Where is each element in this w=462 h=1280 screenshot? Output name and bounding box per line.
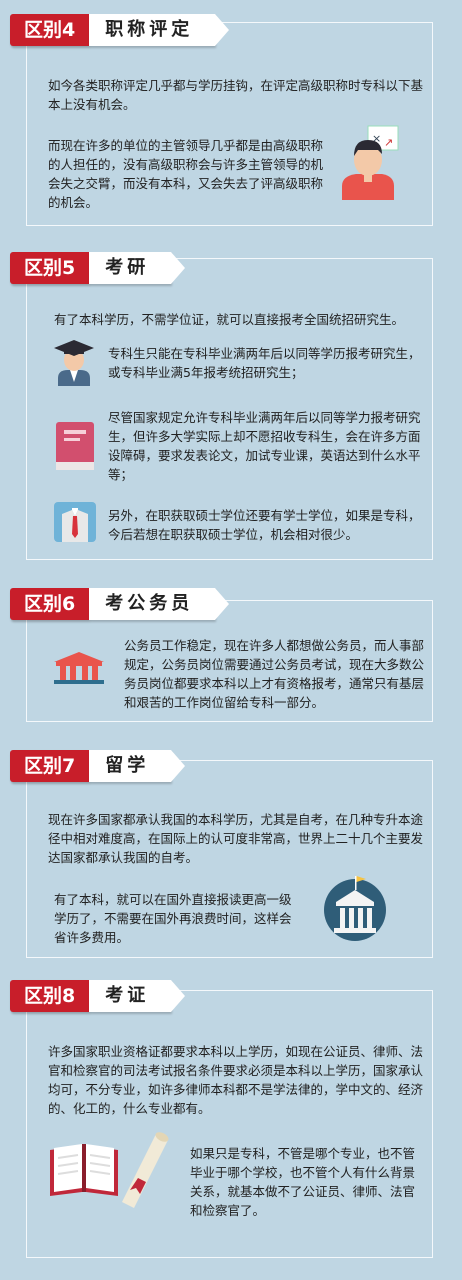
section-tag: 区别6 bbox=[10, 588, 90, 620]
section-card-4 bbox=[26, 22, 433, 226]
section-header-5: 区别5 考研 bbox=[10, 250, 186, 286]
section-5-paragraph-3: 另外，在职获取硕士学位还要有学士学位，如果是专科，今后若想在职获取硕士学位，机会… bbox=[108, 508, 421, 542]
section-card-8 bbox=[26, 990, 433, 1258]
svg-text:↗: ↗ bbox=[384, 136, 393, 149]
section-title: 考公务员 bbox=[89, 588, 230, 620]
section-8-paragraph-2: 如果只是专科，不管是哪个专业，也不管毕业于哪个学校，也不管个人有什么背景关系，就… bbox=[190, 1146, 416, 1218]
section-card-5 bbox=[26, 258, 433, 560]
open-book-icon bbox=[50, 1144, 118, 1196]
svg-text:×: × bbox=[372, 132, 381, 145]
section-tag: 区别7 bbox=[10, 750, 90, 782]
section-tag: 区别8 bbox=[10, 980, 90, 1012]
section-8-paragraph-1: 许多国家职业资格证都要求本科以上学历，如现在公证员、律师、法官和检察官的司法考试… bbox=[48, 1044, 424, 1116]
section-header-8: 区别8 考证 bbox=[10, 978, 186, 1014]
section-6-paragraph-1: 公务员工作稳定，现在许多人都想做公务员，而人事部规定，公务员岗位需要通过公务员考… bbox=[124, 638, 425, 710]
section-card-6 bbox=[26, 600, 433, 722]
suit-tie-icon bbox=[54, 502, 96, 542]
section-5-paragraph-1: 专科生只能在专科毕业满两年后以同等学历报考研究生，或专科毕业满5年报考统招研究生… bbox=[108, 346, 421, 380]
section-5-intro: 有了本科学历，不需学位证，就可以直接报考全国统招研究生。 bbox=[54, 312, 405, 327]
university-building-icon bbox=[324, 876, 386, 941]
section-header-7: 区别7 留学 bbox=[10, 748, 186, 784]
government-building-icon bbox=[54, 652, 104, 684]
section-7-paragraph-2: 有了本科，就可以在国外直接报读更高一级学历了，不需要在国外再浪费时间，这样会省许… bbox=[54, 892, 292, 945]
manager-person-icon: × ↗ bbox=[342, 125, 399, 200]
section-tag: 区别4 bbox=[10, 14, 90, 46]
book-icon bbox=[56, 422, 94, 470]
graduate-icon bbox=[54, 340, 94, 386]
section-7-paragraph-1: 现在许多国家都承认我国的本科学历，尤其是自考，在几种专升本途径中相对难度高，在国… bbox=[48, 812, 424, 865]
section-4-paragraph-1: 如今各类职称评定几乎都与学历挂钩，在评定高级职称时专科以下基本上没有机会。 bbox=[48, 78, 424, 112]
section-tag: 区别5 bbox=[10, 252, 90, 284]
section-5-paragraph-2: 尽管国家规定允许专科毕业满两年后以同等学力报考研究生，但许多大学实际上却不愿招收… bbox=[108, 410, 421, 482]
section-title: 考证 bbox=[89, 980, 186, 1012]
section-title: 留学 bbox=[89, 750, 186, 782]
section-header-6: 区别6 考公务员 bbox=[10, 586, 230, 622]
section-header-4: 区别4 职称评定 bbox=[10, 12, 230, 48]
section-title: 考研 bbox=[89, 252, 186, 284]
section-4-paragraph-2: 而现在许多的单位的主管领导几乎都是由高级职称的人担任的，没有高级职称会与许多主管… bbox=[48, 138, 324, 210]
diploma-scroll-icon bbox=[122, 1132, 169, 1208]
section-title: 职称评定 bbox=[89, 14, 230, 46]
section-card-7 bbox=[26, 760, 433, 958]
